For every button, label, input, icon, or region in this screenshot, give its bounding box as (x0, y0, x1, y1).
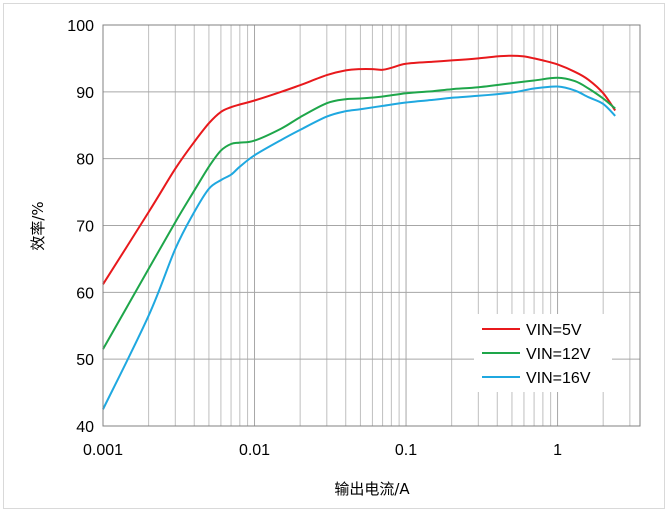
legend-label: VIN=12V (526, 346, 591, 363)
y-tick-label: 90 (76, 85, 94, 102)
plot-border (102, 24, 641, 427)
series-layer (102, 54, 617, 410)
x-tick-label: 0.01 (239, 442, 270, 459)
y-tick-label: 70 (76, 219, 94, 236)
legend-label: VIN=16V (526, 370, 591, 387)
y-tick-label: 50 (76, 352, 94, 369)
y-axis-ticks: 40 50 60 70 80 90 100 (67, 18, 94, 436)
y-tick-label: 100 (67, 18, 94, 35)
x-axis-label: 输出电流/A (334, 480, 410, 498)
y-tick-label: 80 (76, 152, 94, 169)
y-tick-label: 40 (76, 419, 94, 436)
legend-label: VIN=5V (526, 322, 582, 339)
x-tick-label: 1 (553, 442, 562, 459)
grid (102, 25, 640, 426)
legend: VIN=5V VIN=12V VIN=16V (474, 314, 612, 392)
y-axis-label: 效率/% (29, 201, 47, 250)
series-line-vin-12v (102, 76, 616, 350)
series-line-vin-5v (102, 54, 617, 285)
series-line-vin-16v (102, 85, 616, 410)
x-tick-label: 0.001 (83, 442, 123, 459)
x-axis-ticks: 0.001 0.01 0.1 1 (83, 442, 562, 459)
y-tick-label: 60 (76, 285, 94, 302)
x-tick-label: 0.1 (395, 442, 417, 459)
